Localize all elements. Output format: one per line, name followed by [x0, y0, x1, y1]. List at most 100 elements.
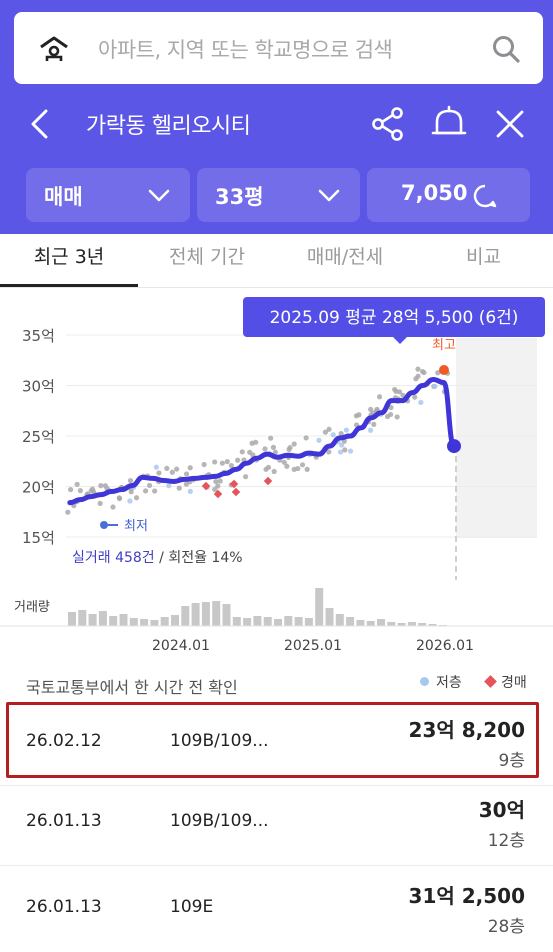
tab-compare[interactable]: 비교 — [466, 246, 501, 268]
period-tabs: 최근 3년 전체 기간 매매/전세 비교 — [0, 234, 553, 288]
volume-bar — [315, 588, 324, 626]
auction-marker — [231, 487, 241, 497]
volume-bar — [253, 616, 262, 626]
transaction-floor: 28층 — [487, 917, 525, 937]
x-tick-label: 2026.01 — [416, 638, 474, 654]
back-arrow-icon[interactable] — [26, 108, 54, 140]
low-floor-dot — [316, 437, 322, 443]
y-tick-label: 25억 — [22, 428, 55, 446]
low-floor-dot — [343, 427, 350, 433]
current-price-point[interactable] — [447, 439, 461, 454]
transaction-dot — [133, 495, 140, 501]
x-tick-label: 2024.01 — [152, 638, 210, 654]
trade-type-dropdown[interactable]: 매매 — [26, 168, 190, 222]
volume-bar — [294, 617, 303, 626]
low-floor-dot — [347, 448, 354, 454]
share-icon[interactable] — [370, 106, 406, 142]
transaction-dot — [156, 470, 162, 476]
y-axis: 35억 30억 25억 20억 15억 — [22, 327, 55, 547]
search-bar[interactable]: 아파트, 지역 또는 학교명으로 검색 — [14, 12, 543, 84]
y-tick-label: 35억 — [22, 327, 55, 345]
selected-row-highlight — [6, 702, 539, 778]
transaction-date: 26.01.13 — [26, 811, 102, 831]
transaction-dot — [98, 483, 104, 489]
transaction-dot — [243, 474, 249, 480]
low-floor-dot — [367, 427, 374, 433]
transaction-dot — [152, 488, 158, 494]
trade-type-label: 매매 — [44, 185, 83, 209]
min-label: 최저 — [124, 519, 148, 534]
close-icon[interactable] — [494, 108, 526, 140]
tab-recent-3y[interactable]: 최근 3년 — [33, 246, 105, 268]
transaction-dot — [326, 449, 332, 455]
volume-bar — [191, 603, 200, 626]
transaction-dot — [110, 504, 116, 510]
transaction-dot — [342, 447, 348, 453]
low-floor-dot — [153, 464, 159, 470]
transaction-row[interactable]: 26.02.12 109B/109... 23억 8,200 9층 — [0, 700, 553, 786]
transaction-dot — [97, 500, 103, 506]
volume-bar — [274, 619, 282, 626]
low-floor-dot — [330, 432, 336, 438]
transaction-dot — [284, 463, 290, 469]
volume-bar — [263, 617, 272, 626]
auction-legend: 경매 — [501, 675, 527, 691]
auction-marker — [201, 481, 211, 491]
transaction-dot — [338, 431, 344, 437]
transaction-row[interactable]: 26.01.13 109E 31억 2,500 28층 — [0, 866, 553, 952]
transaction-dot — [90, 488, 97, 495]
transaction-dot — [268, 435, 274, 441]
volume-bar — [356, 620, 365, 626]
tab-all-period[interactable]: 전체 기간 — [169, 246, 245, 268]
chevron-down-icon — [148, 189, 170, 202]
transaction-dot — [388, 404, 394, 411]
bell-icon[interactable] — [430, 104, 468, 142]
transaction-dot — [116, 495, 123, 502]
turnover-rate: / 회전율 14% — [155, 550, 243, 566]
search-icon[interactable] — [491, 34, 521, 64]
transaction-dot — [65, 509, 71, 515]
transaction-row[interactable]: 26.01.13 109B/109... 30억 12층 — [0, 780, 553, 866]
volume-bar — [397, 623, 406, 626]
volume-bar — [222, 604, 231, 626]
volume-bar — [171, 615, 179, 626]
low-floor-dot — [339, 442, 345, 448]
y-tick-label: 20억 — [22, 479, 55, 497]
transaction-floor: 9층 — [498, 751, 525, 771]
volume-bar — [387, 622, 396, 626]
x-tick-label: 2025.01 — [284, 638, 342, 654]
volume-bar — [418, 623, 427, 626]
volume-bar — [284, 616, 293, 626]
transaction-dot — [228, 462, 235, 469]
page-title: 가락동 헬리오시티 — [86, 114, 251, 139]
low-floor-legend-dot — [420, 677, 429, 686]
max-label: 최고 — [432, 338, 456, 353]
tab-sale-rent[interactable]: 매매/전세 — [306, 246, 384, 268]
volume-bar — [119, 614, 128, 626]
transaction-dot — [142, 488, 149, 494]
transaction-dot — [420, 369, 426, 375]
transaction-dot — [415, 366, 421, 372]
low-floor-dot — [187, 488, 193, 494]
households-button[interactable]: 7,050 — [367, 168, 530, 222]
volume-bar — [212, 601, 221, 626]
volume-bar — [407, 622, 416, 626]
volume-bar — [68, 612, 76, 626]
transaction-dot — [127, 478, 134, 484]
households-label: 7,050 — [401, 181, 468, 205]
volume-bar — [78, 610, 87, 626]
transaction-dot — [217, 478, 223, 484]
transaction-dot — [376, 394, 383, 400]
transaction-dot — [212, 459, 218, 465]
transaction-dot — [215, 483, 221, 489]
transaction-dot — [272, 449, 278, 455]
volume-bar — [140, 619, 149, 626]
volume-bar — [428, 624, 437, 626]
volume-bar — [377, 619, 385, 626]
y-tick-label: 30억 — [22, 378, 55, 396]
search-input[interactable]: 아파트, 지역 또는 학교명으로 검색 — [98, 38, 393, 62]
home-logo-icon[interactable] — [38, 34, 70, 64]
transaction-dot — [392, 386, 398, 393]
price-chart[interactable]: 35억 30억 25억 20억 15억 최고 최저 실거래 458건 / 회전율 14%… — [0, 288, 553, 628]
size-dropdown[interactable]: 33평 — [197, 168, 360, 222]
